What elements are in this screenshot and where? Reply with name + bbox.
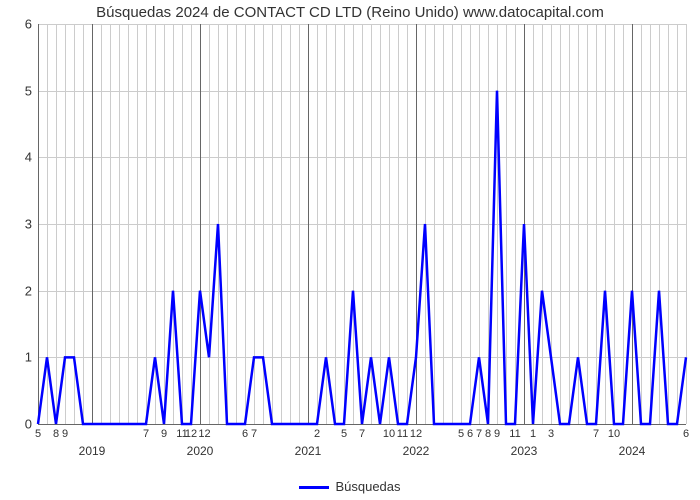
x-minor-label: 5 (458, 424, 464, 440)
legend-label: Búsquedas (335, 479, 400, 494)
ytick-label: 5 (25, 83, 38, 98)
x-minor-label: 10 (608, 424, 620, 440)
x-minor-label: 5 (35, 424, 41, 440)
x-minor-label: 6 (467, 424, 473, 440)
x-year-label: 2024 (619, 424, 646, 458)
x-minor-label: 3 (548, 424, 554, 440)
x-minor-label: 9 (494, 424, 500, 440)
x-minor-label: 10 (383, 424, 395, 440)
x-minor-label: 8 (485, 424, 491, 440)
plot-area: 0123456201920202021202220232024589791112… (38, 24, 686, 424)
legend-swatch (299, 486, 329, 489)
x-minor-label: 2 (314, 424, 320, 440)
ytick-label: 6 (25, 17, 38, 32)
ytick-label: 1 (25, 350, 38, 365)
x-minor-label: 12 (185, 424, 197, 440)
x-minor-label: 7 (143, 424, 149, 440)
x-year-label: 2019 (79, 424, 106, 458)
x-minor-label: 5 (341, 424, 347, 440)
x-minor-label: 11 (509, 424, 520, 440)
x-minor-label: 6 (683, 424, 689, 440)
x-minor-label: 9 (161, 424, 167, 440)
chart-container: Búsquedas 2024 de CONTACT CD LTD (Reino … (0, 0, 700, 500)
x-minor-label: 7 (359, 424, 365, 440)
x-minor-label: 12 (198, 424, 210, 440)
x-minor-label: 9 (62, 424, 68, 440)
x-minor-label: 8 (53, 424, 59, 440)
x-minor-label: 11 (397, 424, 408, 440)
x-minor-label: 7 (593, 424, 599, 440)
chart-title: Búsquedas 2024 de CONTACT CD LTD (Reino … (0, 4, 700, 21)
series-line (38, 24, 686, 424)
x-minor-label: 12 (410, 424, 422, 440)
x-minor-label: 7 (476, 424, 482, 440)
x-minor-label: 6 (242, 424, 248, 440)
legend: Búsquedas (0, 479, 700, 494)
ytick-label: 4 (25, 150, 38, 165)
x-minor-label: 7 (251, 424, 257, 440)
ytick-label: 3 (25, 217, 38, 232)
x-minor-label: 1 (530, 424, 536, 440)
ytick-label: 2 (25, 283, 38, 298)
